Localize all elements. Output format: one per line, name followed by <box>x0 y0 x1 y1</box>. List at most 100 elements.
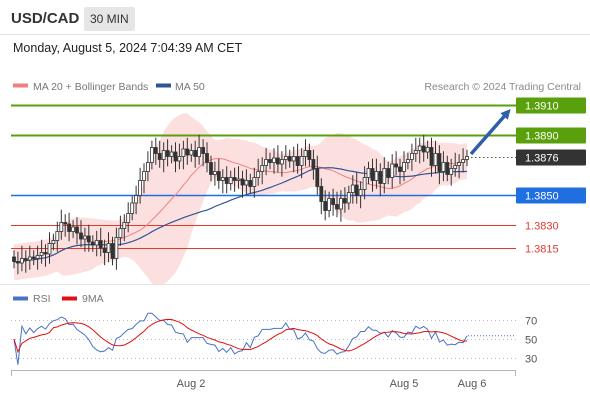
candle-down <box>232 177 237 181</box>
candle-up <box>449 168 454 175</box>
timestamp: Monday, August 5, 2024 7:04:39 AM CET <box>13 41 243 55</box>
candle-up <box>220 177 225 181</box>
level-label-pivot: 1.3850 <box>525 191 559 203</box>
candle-down <box>429 147 434 166</box>
candle-down <box>193 150 198 157</box>
candle-up <box>338 198 343 210</box>
candle-down <box>67 223 71 232</box>
candle-up <box>181 148 186 157</box>
legend-label-ma20: MA 20 + Bollinger Bands <box>33 81 148 93</box>
rsi-tick-label: 30 <box>525 354 537 366</box>
candle-down <box>354 184 359 196</box>
legend-label-9ma: 9MA <box>82 293 104 305</box>
candle-up <box>177 156 182 162</box>
candle-down <box>110 243 115 259</box>
candle-down <box>394 163 399 168</box>
candle-down <box>335 204 339 210</box>
candle-down <box>205 153 209 163</box>
candle-up <box>405 159 410 163</box>
candle-up <box>402 162 406 172</box>
candle-up <box>118 228 123 238</box>
rsi-tick-label: 70 <box>525 316 537 328</box>
candle-down <box>79 232 83 240</box>
level-tag-pivot <box>516 187 586 204</box>
candle-down <box>63 222 68 225</box>
candle-up <box>279 159 284 165</box>
x-tick-label: Aug 2 <box>177 378 206 390</box>
candle-up <box>228 177 233 184</box>
candle-up <box>441 162 446 172</box>
candle-down <box>173 151 178 162</box>
candle-down <box>75 226 79 234</box>
candle-up <box>114 237 119 259</box>
candle-down <box>248 180 253 187</box>
candle-up <box>417 145 422 151</box>
candle-down <box>86 235 91 243</box>
candle-up <box>145 162 150 172</box>
bollinger-bands <box>14 113 467 286</box>
candle-up <box>126 213 131 223</box>
candle-down <box>311 159 316 169</box>
candle-down <box>445 162 450 175</box>
candle-up <box>413 150 418 154</box>
candle-down <box>23 258 28 261</box>
candle-down <box>224 177 229 184</box>
candle-up <box>130 202 135 214</box>
candle-up <box>59 222 64 232</box>
candle-up <box>366 168 371 178</box>
legend-swatch-ma50 <box>156 83 171 88</box>
candle-up <box>55 231 60 241</box>
candle-down <box>102 247 107 253</box>
candle-up <box>212 171 217 175</box>
candle-up <box>303 150 308 157</box>
candle-down <box>307 150 312 160</box>
rsi-panel: 70 50 30 <box>11 312 537 366</box>
legend-label-ma50: MA 50 <box>175 81 205 93</box>
candle-down <box>240 178 245 186</box>
candle-down <box>437 153 442 172</box>
candle-up <box>94 240 99 246</box>
candle-up <box>51 240 56 244</box>
candle-up <box>149 147 154 163</box>
candle-up <box>142 171 146 181</box>
candle-up <box>453 165 458 169</box>
candle-up <box>106 243 111 253</box>
x-tick-label: Aug 5 <box>390 378 419 390</box>
candle-down <box>386 168 391 178</box>
candle-up <box>374 171 379 181</box>
candle-down <box>165 150 170 157</box>
candle-down <box>157 153 162 160</box>
level-labels: 1.3910 1.3890 1.3876 1.3850 1.3830 1.3815 <box>516 97 586 256</box>
candle-down <box>12 256 16 262</box>
candle-down <box>421 145 426 153</box>
candle-up <box>244 180 249 186</box>
candle-up <box>362 177 367 190</box>
candle-up <box>138 180 143 196</box>
price-levels <box>11 104 516 249</box>
candle-down <box>295 156 300 166</box>
timeframe-badge[interactable]: 30 MIN <box>84 7 135 31</box>
projection-arrow <box>469 108 511 156</box>
candle-up <box>299 156 304 166</box>
legend-swatch-rsi <box>13 296 28 301</box>
legend-label-rsi: RSI <box>33 293 51 305</box>
level-tag-current <box>516 149 586 166</box>
legend-swatch-ma20 <box>13 83 28 88</box>
candle-up <box>457 162 462 166</box>
candle-down <box>201 147 206 154</box>
candle-down <box>15 261 20 264</box>
candle-up <box>283 156 288 160</box>
level-label-resistance: 1.3890 <box>525 131 559 143</box>
x-axis: Aug 2 Aug 5 Aug 6 <box>11 370 516 390</box>
candle-up <box>134 195 139 204</box>
candle-down <box>98 240 103 249</box>
candle-up <box>382 168 387 184</box>
candle-down <box>287 156 292 162</box>
candle-down <box>185 148 190 156</box>
level-tag-resistance <box>516 97 586 114</box>
candle-down <box>323 201 328 211</box>
candle-up <box>291 156 296 162</box>
candle-up <box>122 222 127 229</box>
